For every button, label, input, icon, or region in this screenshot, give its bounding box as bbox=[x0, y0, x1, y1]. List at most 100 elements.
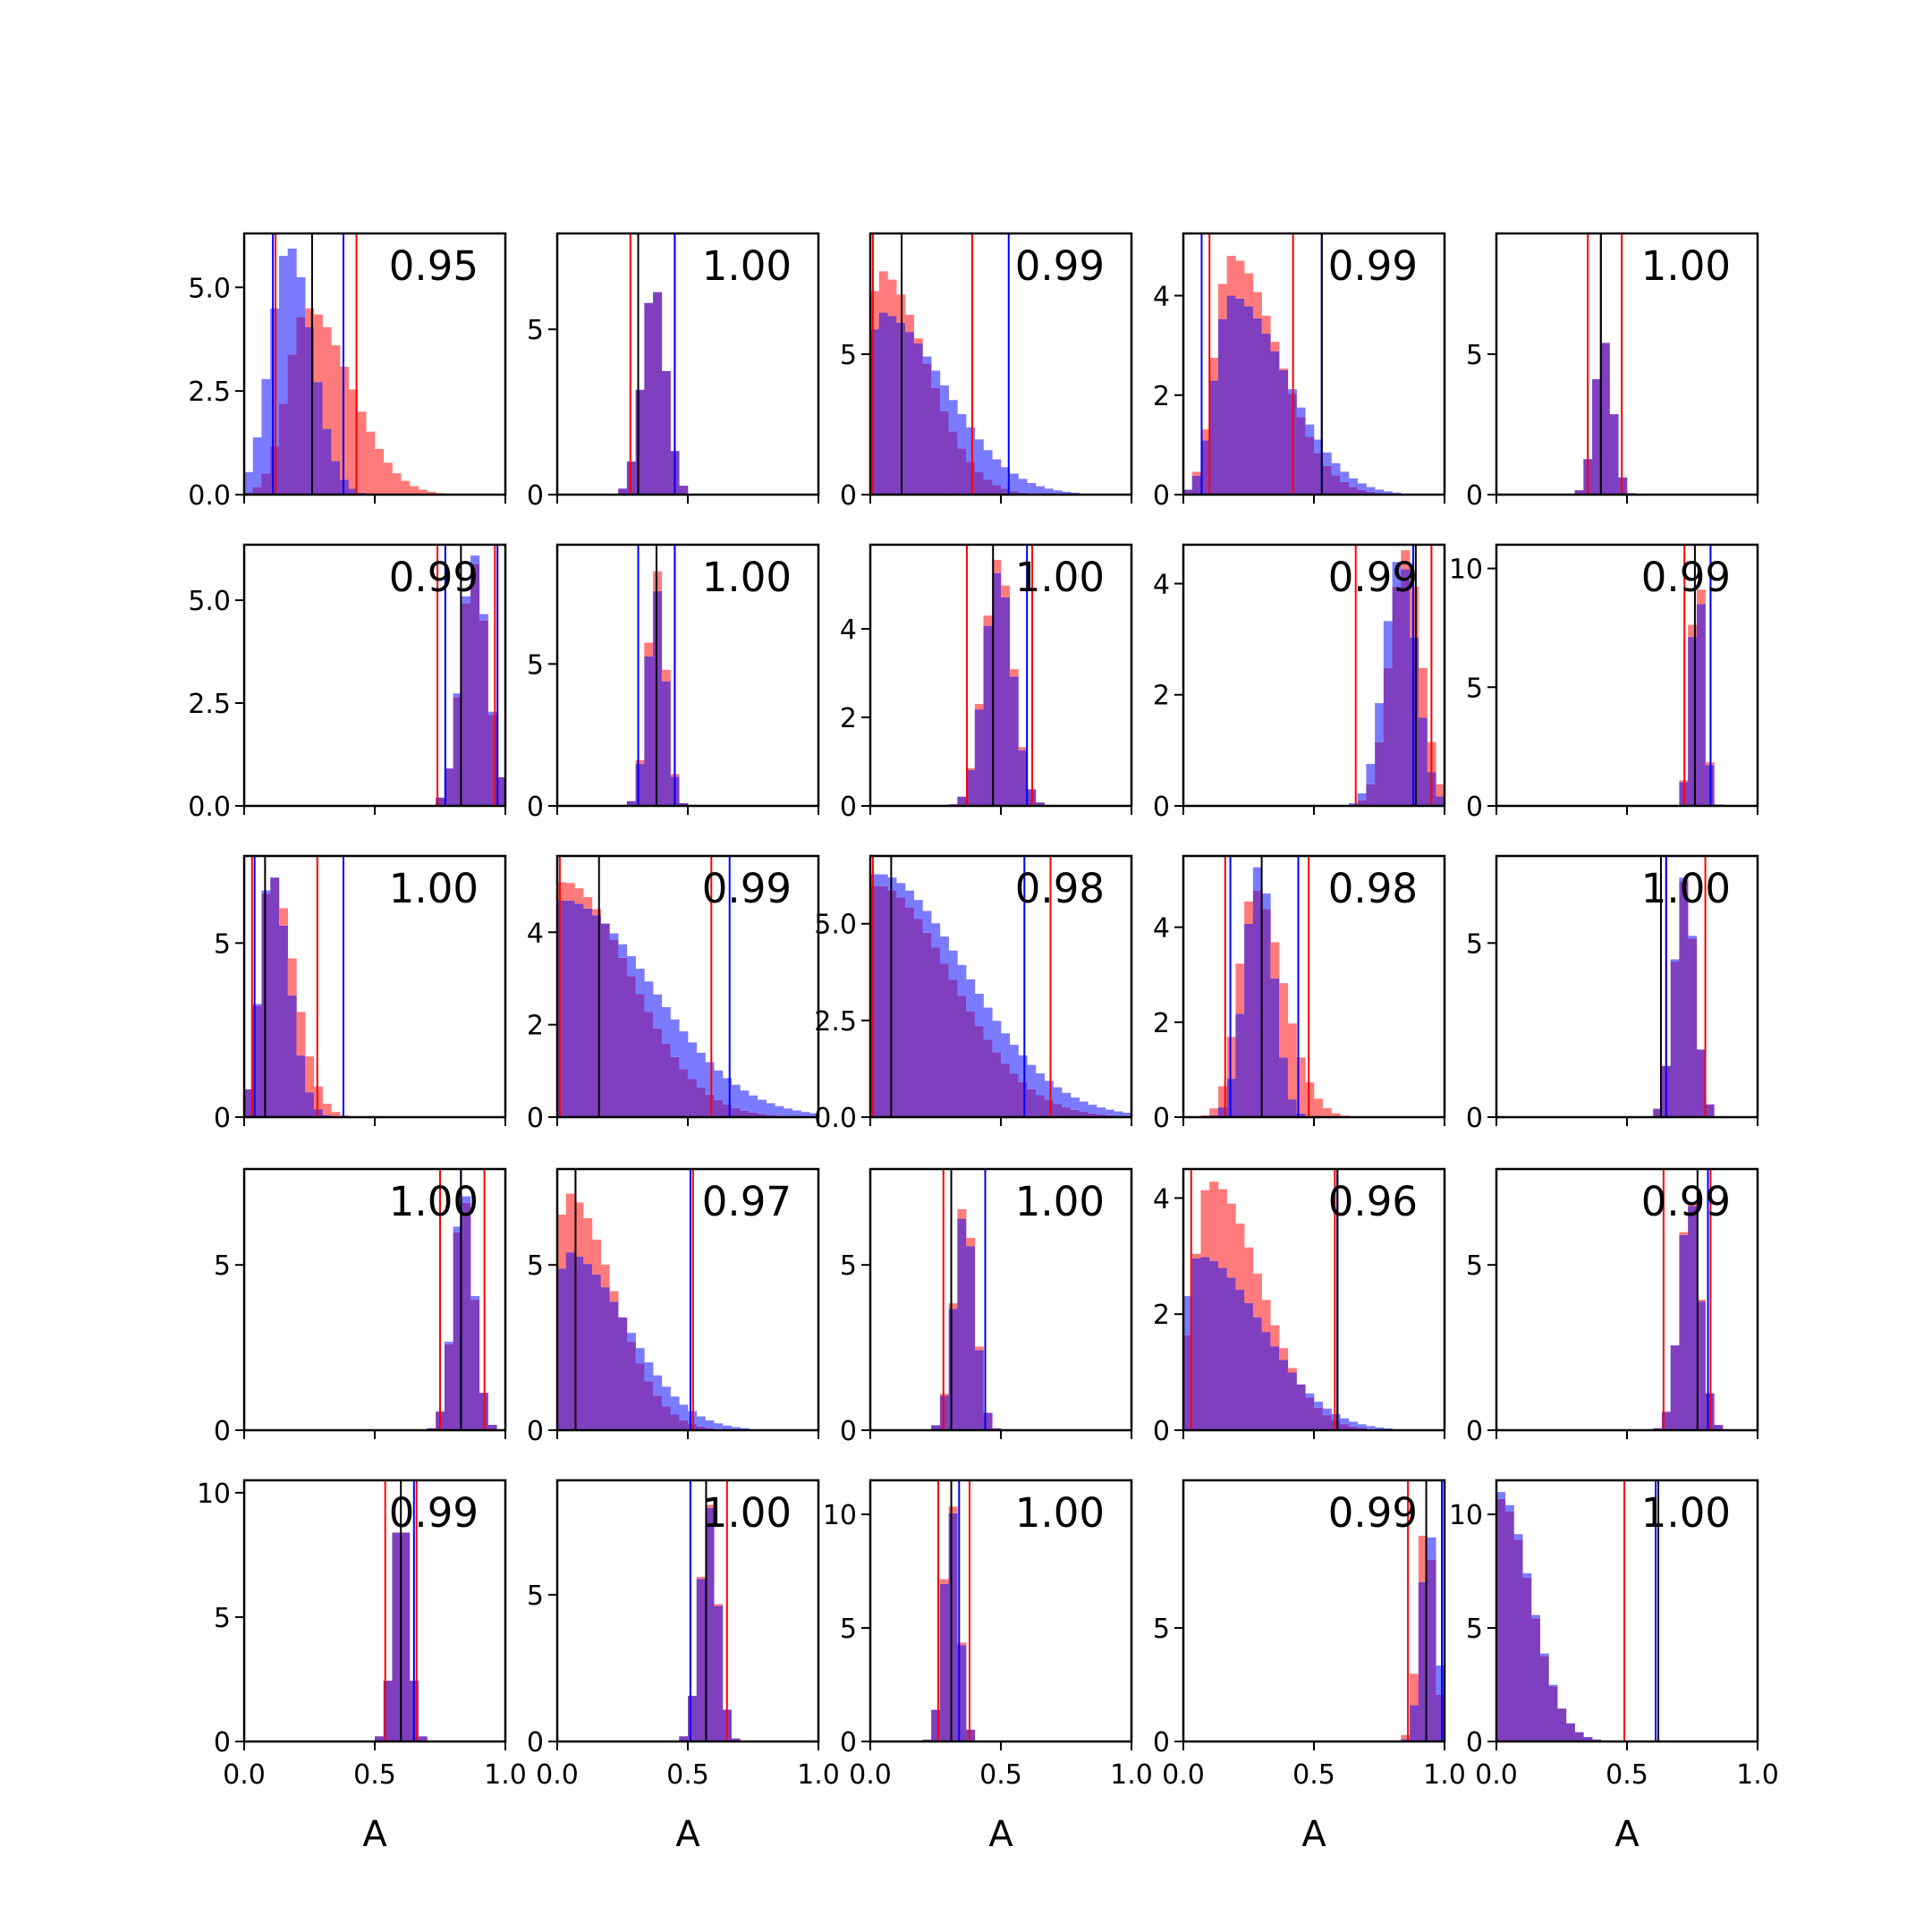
histogram-bar-overlap bbox=[1340, 481, 1350, 495]
histogram-bar-red bbox=[1200, 1190, 1210, 1258]
histogram-bar-overlap bbox=[392, 1532, 402, 1741]
histogram-bar-overlap bbox=[1296, 417, 1306, 495]
histogram-bar-overlap bbox=[565, 901, 575, 1117]
histogram-bar-overlap bbox=[1401, 1739, 1411, 1741]
histogram-bar-blue bbox=[1305, 1393, 1315, 1398]
histogram-bar-red bbox=[1696, 589, 1706, 605]
histogram-bar-blue bbox=[661, 1386, 671, 1407]
histogram-bar-blue bbox=[1009, 1045, 1019, 1074]
histogram-bar-overlap bbox=[296, 317, 306, 495]
histogram-bar-overlap bbox=[270, 877, 280, 1117]
histogram-bar-overlap bbox=[261, 894, 271, 1117]
histogram-bar-overlap bbox=[904, 332, 914, 495]
y-tick-label: 5.0 bbox=[188, 273, 231, 304]
histogram-bar-overlap bbox=[878, 886, 888, 1117]
histogram-bar-red bbox=[401, 480, 411, 495]
histogram-bar-red bbox=[1287, 1023, 1297, 1100]
histogram-bar-overlap bbox=[957, 796, 967, 806]
histogram-bar-blue bbox=[1044, 488, 1054, 495]
histogram-bar-overlap bbox=[1705, 1104, 1715, 1117]
histogram-bar-overlap bbox=[1244, 1302, 1254, 1430]
histogram-panel: 0 5 10 0.99 bbox=[1449, 543, 1759, 823]
panel-score-annotation: 0.99 bbox=[389, 1489, 479, 1537]
x-tick-label: 1.0 bbox=[484, 1759, 527, 1791]
histogram-bar-overlap bbox=[696, 1426, 706, 1430]
histogram-bar-blue bbox=[1261, 893, 1271, 910]
histogram-bar-blue bbox=[966, 979, 976, 1012]
y-tick-label: 5 bbox=[527, 315, 544, 346]
histogram-bar-red bbox=[1209, 358, 1219, 381]
histogram-bar-overlap bbox=[1018, 750, 1028, 806]
histogram-bar-overlap bbox=[1688, 637, 1698, 806]
y-tick-label: 5 bbox=[214, 1250, 231, 1282]
histogram-bar-overlap bbox=[1418, 717, 1428, 806]
y-tick-label: 0 bbox=[1153, 1416, 1170, 1447]
histogram-bar-blue bbox=[983, 450, 993, 480]
histogram-bar-red bbox=[392, 473, 402, 495]
histogram-bar-overlap bbox=[1296, 1113, 1306, 1117]
histogram-bar-blue bbox=[1018, 1055, 1028, 1082]
histogram-bar-red bbox=[1331, 1113, 1341, 1117]
histogram-bar-red bbox=[1418, 1535, 1428, 1582]
x-axis-label: A bbox=[1301, 1814, 1326, 1855]
histogram-bar-blue bbox=[661, 1007, 671, 1044]
histogram-bar-overlap bbox=[870, 329, 880, 495]
histogram-bar-blue bbox=[1027, 1064, 1037, 1089]
histogram-bar-blue bbox=[653, 994, 663, 1029]
histogram-bar-overlap bbox=[1366, 784, 1376, 806]
histogram-bar-red bbox=[974, 1346, 984, 1351]
histogram-bar-overlap bbox=[679, 486, 689, 495]
histogram-bar-blue bbox=[731, 1427, 741, 1430]
histogram-bar-blue bbox=[1348, 478, 1358, 487]
histogram-bar-overlap bbox=[401, 1532, 411, 1741]
histogram-bar-overlap bbox=[1279, 1057, 1289, 1117]
histogram-bar-overlap bbox=[1305, 1397, 1315, 1430]
histogram-bar-overlap bbox=[340, 479, 350, 495]
histogram-bar-red bbox=[305, 1056, 315, 1093]
histogram-bar-overlap bbox=[1548, 1686, 1558, 1741]
y-tick-label: 0 bbox=[214, 1416, 231, 1447]
histogram-bar-red bbox=[948, 1506, 958, 1513]
histogram-bar-overlap bbox=[1322, 465, 1332, 495]
histogram-bar-overlap bbox=[749, 1112, 758, 1117]
histogram-bar-blue bbox=[1296, 407, 1306, 418]
histogram-bar-blue bbox=[714, 1070, 724, 1101]
histogram-bar-blue bbox=[1044, 1080, 1054, 1101]
histogram-panel: 0.0 0.5 1.0 0 5 10 0.99 A bbox=[197, 1479, 527, 1855]
histogram-bar-red bbox=[1226, 1203, 1236, 1278]
y-tick-label: 5.0 bbox=[188, 586, 231, 617]
histogram-bar-red bbox=[313, 314, 323, 383]
histogram-bar-blue bbox=[974, 994, 984, 1027]
panel-score-annotation: 0.99 bbox=[1328, 554, 1418, 601]
histogram-bar-blue bbox=[922, 356, 932, 364]
histogram-bar-overlap bbox=[966, 1011, 976, 1117]
histogram-bar-overlap bbox=[1183, 1335, 1193, 1430]
x-tick-label: 0.0 bbox=[1162, 1759, 1205, 1791]
histogram-bar-overlap bbox=[496, 776, 506, 806]
histogram-bar-overlap bbox=[983, 625, 993, 806]
histogram-bar-overlap bbox=[583, 908, 593, 1117]
histogram-bar-overlap bbox=[322, 428, 332, 495]
histogram-bar-overlap bbox=[1574, 490, 1584, 495]
histogram-bar-blue bbox=[801, 1112, 810, 1117]
histogram-bar-blue bbox=[1539, 1653, 1549, 1657]
histogram-bar-overlap bbox=[1410, 1705, 1419, 1741]
histogram-bar-overlap bbox=[583, 1264, 593, 1430]
histogram-bar-blue bbox=[252, 437, 262, 487]
histogram-bar-blue bbox=[1357, 1424, 1367, 1428]
histogram-bar-blue bbox=[1123, 1113, 1132, 1116]
x-tick-label: 0.0 bbox=[223, 1759, 266, 1791]
histogram-bar-blue bbox=[1679, 877, 1689, 882]
y-tick-label: 0 bbox=[1466, 792, 1483, 823]
panel-score-annotation: 0.99 bbox=[1015, 242, 1105, 290]
y-tick-label: 0.0 bbox=[814, 1103, 857, 1134]
histogram-bar-overlap bbox=[1053, 1104, 1063, 1117]
histogram-bar-overlap bbox=[1401, 569, 1411, 806]
y-tick-label: 5 bbox=[1466, 673, 1483, 704]
histogram-bar-blue bbox=[1079, 1101, 1089, 1113]
histogram-bar-red bbox=[305, 308, 315, 327]
histogram-bar-overlap bbox=[974, 709, 984, 806]
y-tick-label: 4 bbox=[1153, 913, 1170, 945]
histogram-bar-overlap bbox=[1209, 1260, 1219, 1430]
histogram-bar-red bbox=[887, 279, 897, 317]
